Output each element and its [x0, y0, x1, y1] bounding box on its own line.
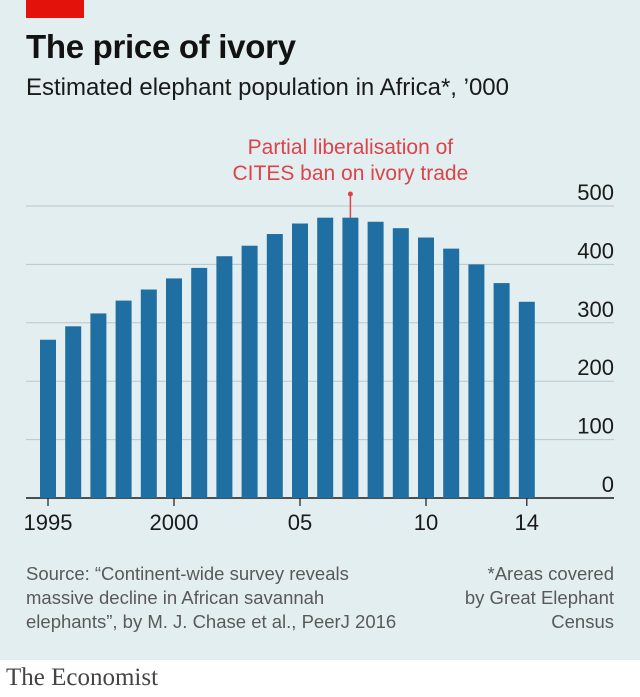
x-tick-label: 2000	[150, 510, 199, 535]
y-tick-label: 400	[577, 238, 614, 263]
x-tick-label: 05	[288, 510, 312, 535]
x-tick-labels: 1995 2000 05 10 14	[24, 498, 539, 535]
source-line: Source: “Continent-wide survey reveals	[26, 563, 349, 584]
bars	[40, 217, 535, 499]
x-tick-label: 10	[414, 510, 438, 535]
annotation: Partial liberalisation of CITES ban on iv…	[233, 136, 469, 218]
bar-2012	[468, 264, 485, 498]
brand-logo-text: The Economist	[6, 664, 159, 691]
y-tick-labels: 0 100 200 300 400 500	[577, 180, 614, 497]
footnote-line: *Areas covered	[487, 563, 614, 584]
y-tick-label: 200	[577, 355, 614, 380]
bar-chart: 0 100 200 300 400 500 1995 2000 05 10 14 Partial …	[24, 136, 614, 535]
x-tick-label: 1995	[24, 510, 73, 535]
brand-red-tag	[26, 0, 84, 18]
bar-2006	[317, 217, 334, 498]
source-line: elephants”, by M. J. Chase et al., PeerJ…	[26, 611, 397, 632]
bar-2011	[443, 248, 460, 498]
source-note: Source: “Continent-wide survey reveals m…	[26, 562, 446, 634]
annotation-text: Partial liberalisation of	[248, 136, 454, 159]
x-tick-label: 14	[515, 510, 539, 535]
bar-1999	[140, 289, 157, 498]
bar-2007	[342, 217, 359, 498]
chart-subtitle: Estimated elephant population in Africa*…	[26, 74, 509, 101]
y-tick-label: 0	[602, 472, 614, 497]
y-tick-label: 500	[577, 180, 614, 205]
footnote-line: by Great Elephant	[464, 587, 614, 608]
bar-2008	[367, 221, 384, 498]
source-line: massive decline in African savannah	[26, 587, 325, 608]
bar-1996	[65, 326, 82, 498]
y-tick-label: 100	[577, 414, 614, 439]
bar-2014	[518, 301, 535, 498]
bar-1997	[90, 313, 107, 498]
bar-2000	[166, 278, 182, 498]
y-tick-label: 300	[577, 297, 614, 322]
annotation-dot	[347, 191, 353, 197]
annotation-text: CITES ban on ivory trade	[233, 162, 469, 185]
bar-1998	[115, 300, 132, 498]
bar-2003	[241, 245, 258, 498]
bar-2002	[216, 256, 233, 498]
footnote: *Areas covered by Great Elephant Census	[434, 562, 614, 634]
footnote-line: Census	[551, 611, 614, 632]
bar-2001	[191, 267, 208, 498]
chart-title: The price of ivory	[26, 28, 296, 65]
bar-1995	[40, 339, 56, 498]
bar-2005	[292, 223, 308, 498]
bar-2010	[418, 237, 434, 498]
bar-2004	[266, 234, 283, 499]
bar-2013	[493, 283, 510, 498]
bar-2009	[392, 228, 409, 498]
